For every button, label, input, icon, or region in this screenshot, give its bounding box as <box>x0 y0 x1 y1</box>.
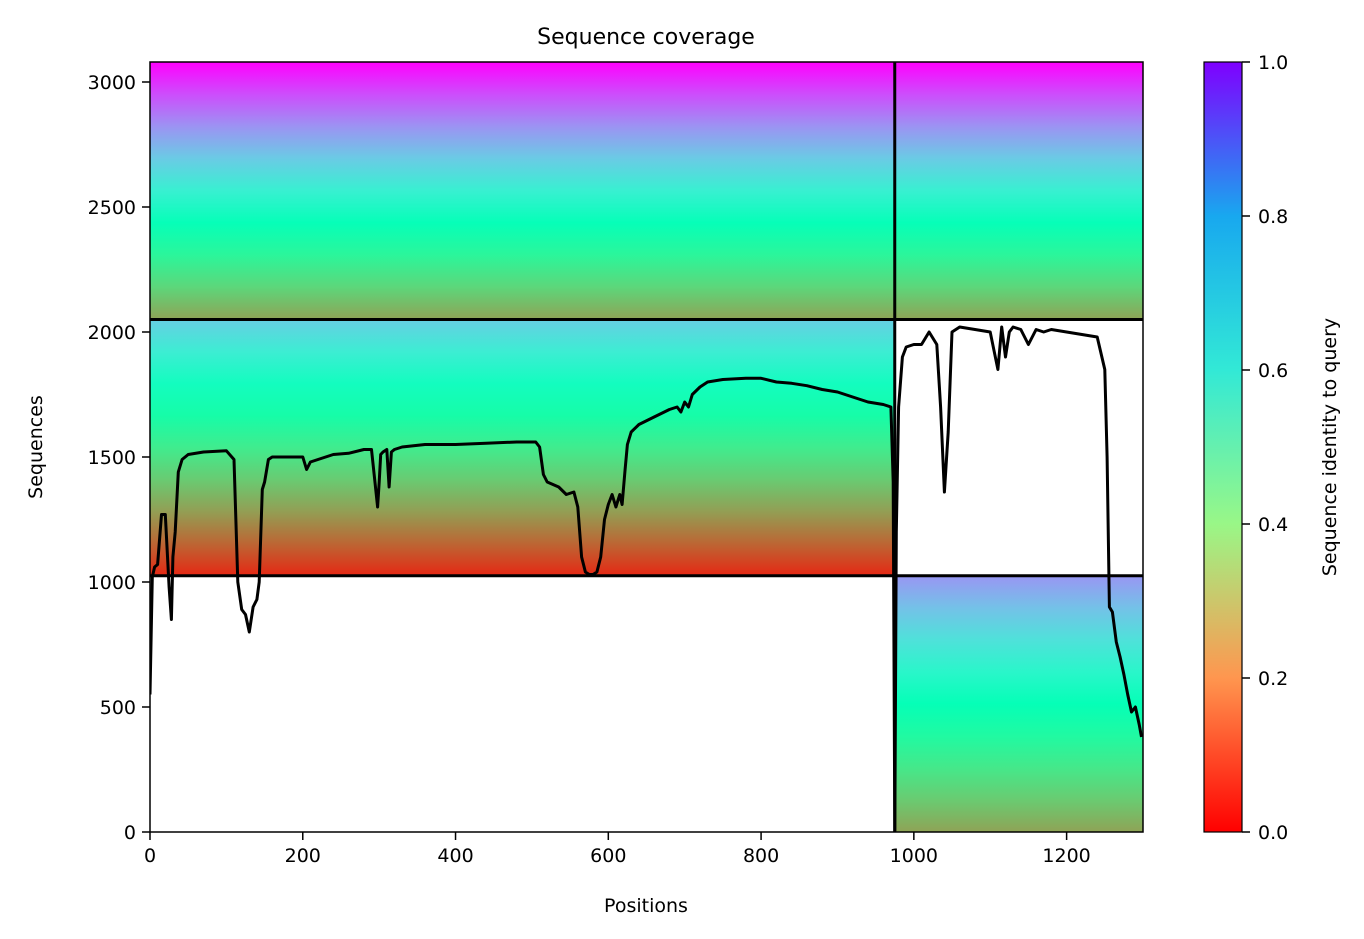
y-tick-label: 3000 <box>88 72 136 94</box>
colorbar-tick-label: 0.8 <box>1258 206 1288 228</box>
coverage-line-layer <box>150 325 1143 832</box>
y-tick-label: 2500 <box>88 197 136 219</box>
y-tick-label: 1000 <box>88 572 136 594</box>
colorbar-tick-label: 0.6 <box>1258 360 1288 382</box>
x-axis-label: Positions <box>604 895 688 917</box>
x-tick-label: 400 <box>437 845 473 867</box>
coverage-line <box>150 325 1143 832</box>
y-tick-label: 0 <box>124 822 136 844</box>
heatmap-block-middle-left <box>150 319 895 576</box>
y-tick-label: 500 <box>100 697 136 719</box>
colorbar-tick-label: 0.4 <box>1258 514 1288 536</box>
x-tick-label: 1200 <box>1042 845 1090 867</box>
plot-frame <box>149 61 1144 833</box>
colorbar-tick-label: 1.0 <box>1258 52 1288 74</box>
colorbar-tick-label: 0.2 <box>1258 668 1288 690</box>
colorbar <box>1203 61 1243 833</box>
x-tick-label: 200 <box>285 845 321 867</box>
x-axis-ticks: 0 200 400 600 800 1000 1200 <box>144 832 1091 867</box>
y-tick-label: 2000 <box>88 322 136 344</box>
x-tick-label: 800 <box>743 845 779 867</box>
heatmap-blocks <box>150 62 1143 832</box>
x-tick-label: 600 <box>590 845 626 867</box>
colorbar-label: Sequence identity to query <box>1319 318 1341 576</box>
chart-title: Sequence coverage <box>537 25 755 50</box>
x-tick-label: 1000 <box>890 845 938 867</box>
heatmap-block-top-left <box>150 62 895 320</box>
x-tick-label: 0 <box>144 845 156 867</box>
y-axis-ticks: 0 500 1000 1500 2000 2500 3000 <box>88 72 150 844</box>
colorbar-ticks: 0.0 0.2 0.4 0.6 0.8 1.0 <box>1242 52 1288 844</box>
y-tick-label: 1500 <box>88 447 136 469</box>
y-axis-label: Sequences <box>25 395 47 499</box>
heatmap-block-bottom-right <box>894 575 1143 832</box>
heatmap-block-top-right <box>894 62 1143 320</box>
colorbar-tick-label: 0.0 <box>1258 822 1288 844</box>
